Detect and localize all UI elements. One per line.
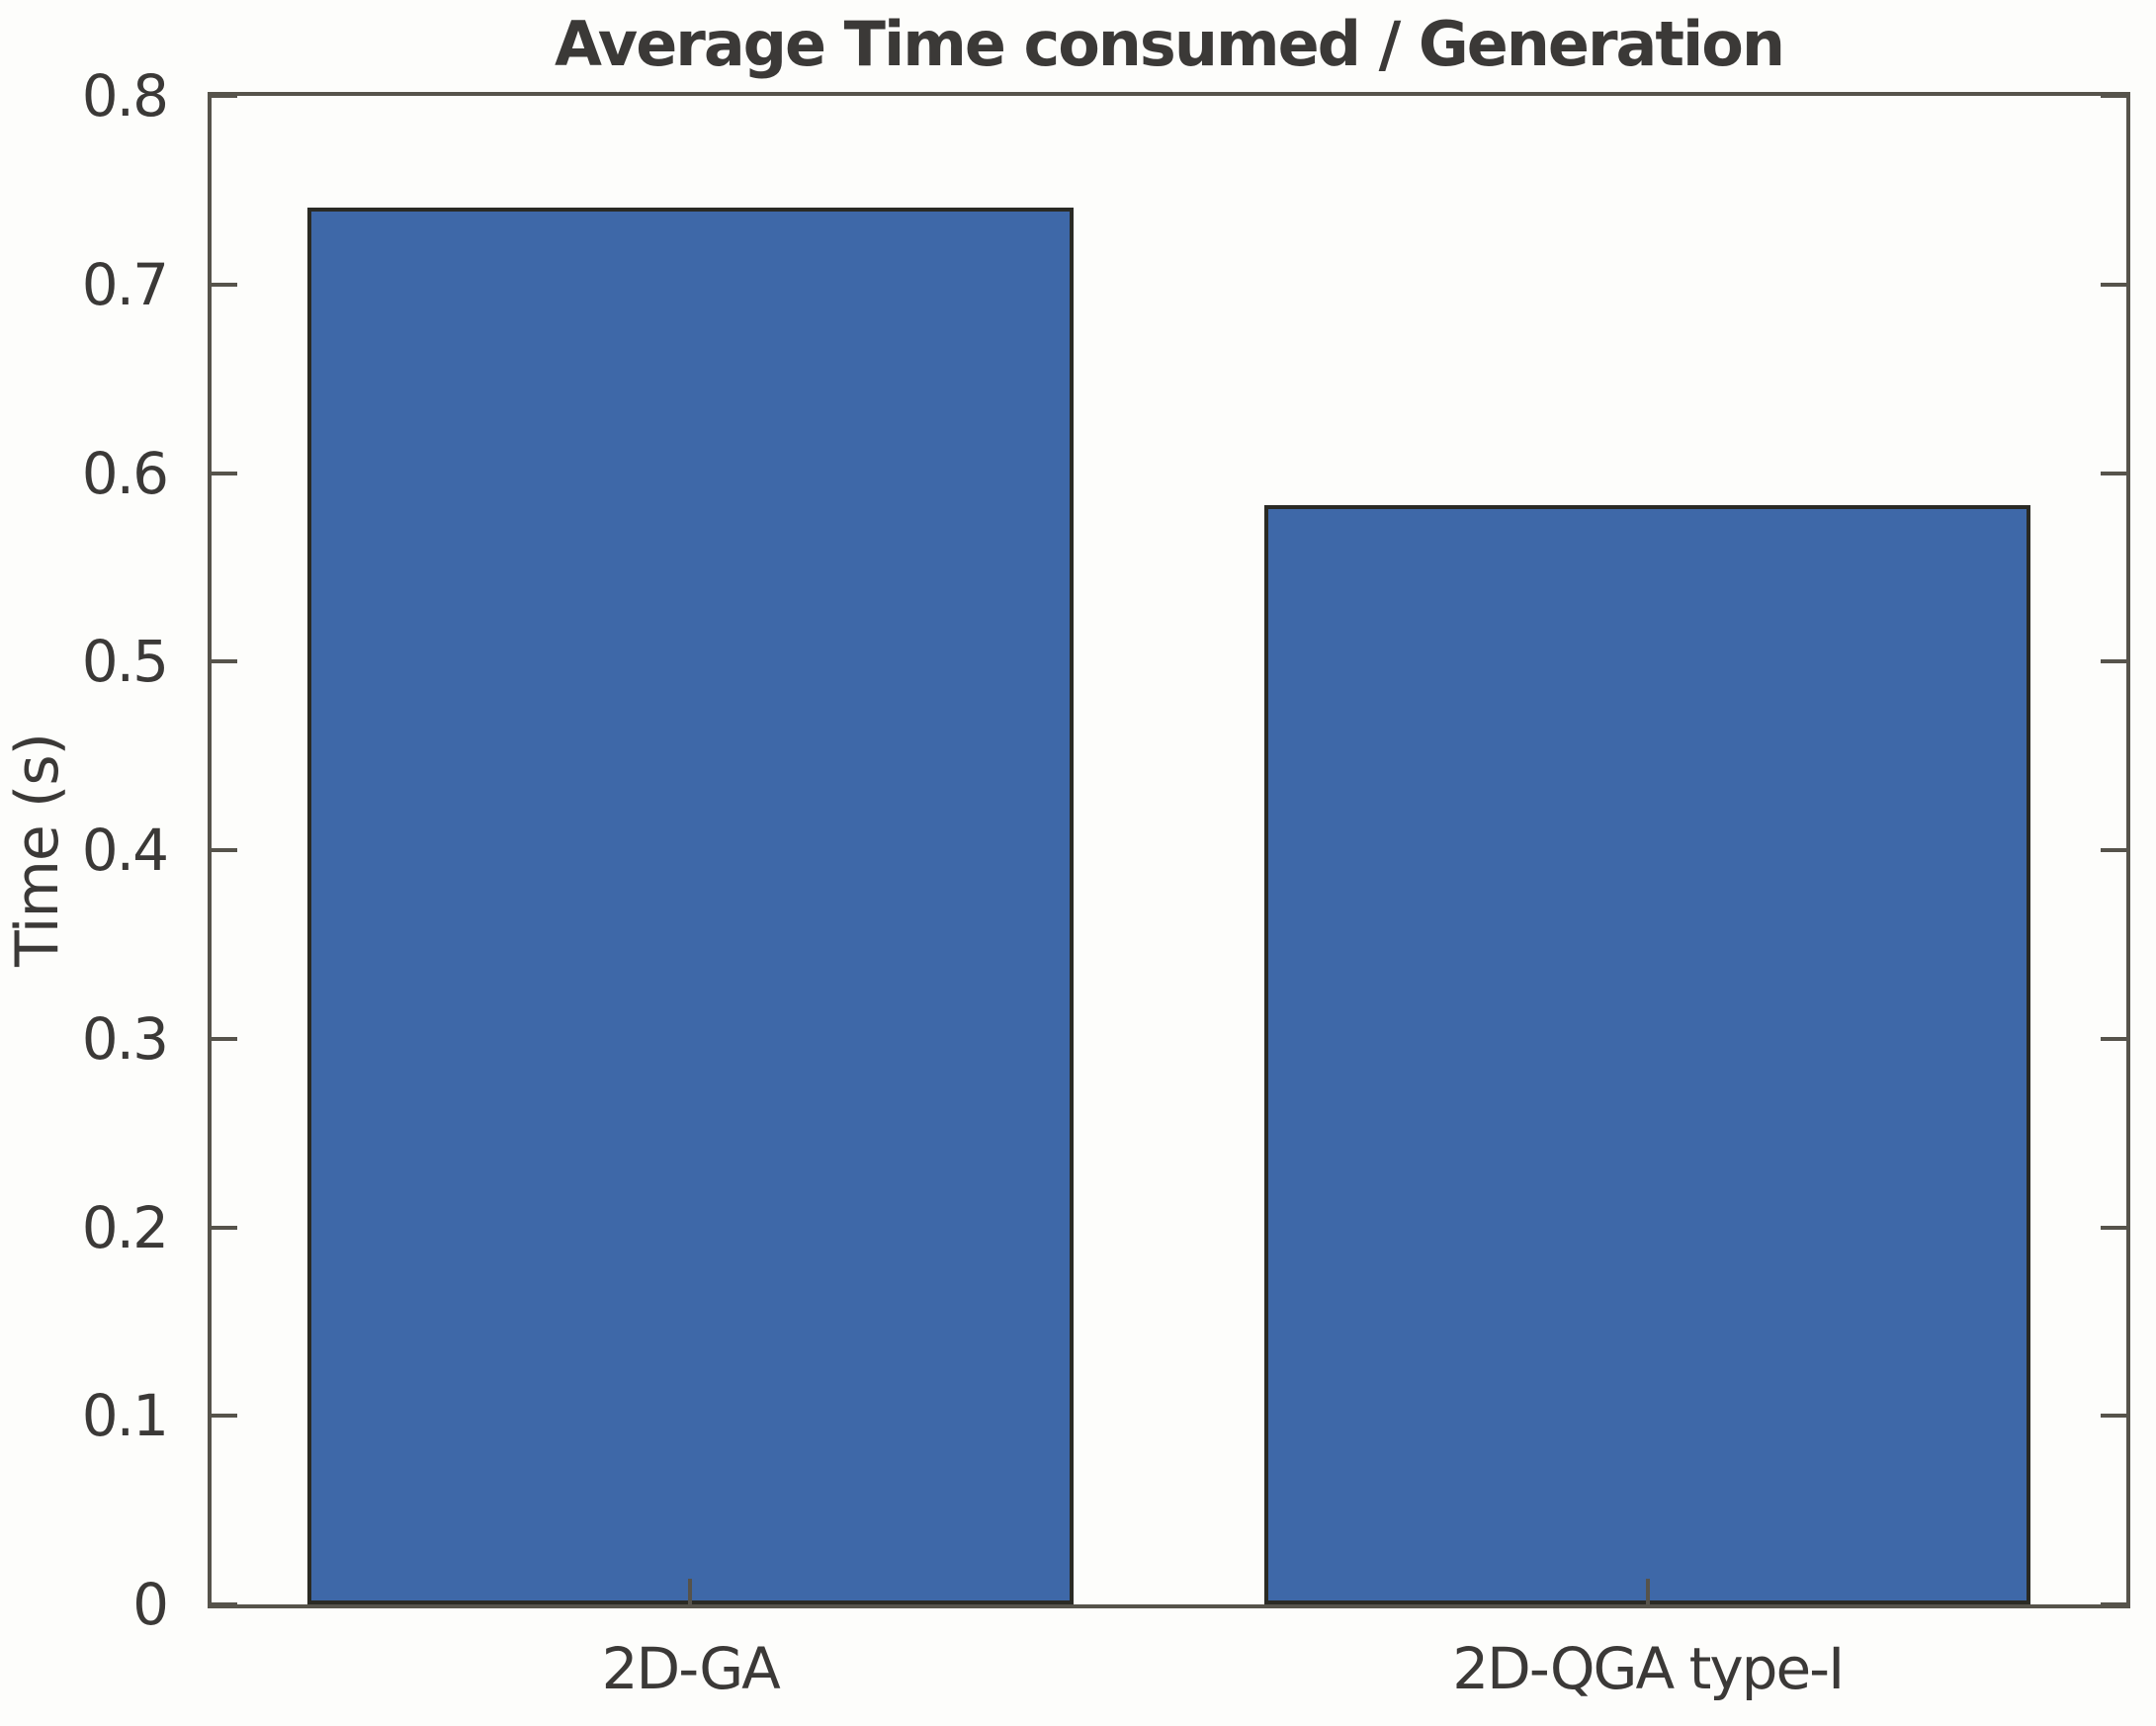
y-tick-label: 0.8 <box>81 62 169 129</box>
y-tick-label: 0.2 <box>81 1193 169 1261</box>
y-tick-label: 0.6 <box>81 439 169 507</box>
y-tick-mark-right <box>2101 471 2126 475</box>
y-tick-mark-left <box>212 1225 237 1230</box>
y-tick-label: 0.1 <box>81 1382 169 1450</box>
y-tick-mark-left <box>212 1602 237 1606</box>
y-tick-mark-left <box>212 1036 237 1041</box>
y-tick-mark-left <box>212 848 237 852</box>
y-tick-label: 0.7 <box>81 250 169 318</box>
y-tick-mark-right <box>2101 1602 2126 1606</box>
y-tick-mark-left <box>212 1414 237 1419</box>
y-tick-mark-right <box>2101 659 2126 664</box>
y-tick-label: 0 <box>132 1571 169 1638</box>
y-tick-label: 0.5 <box>81 628 169 696</box>
y-tick-mark-right <box>2101 282 2126 287</box>
y-tick-mark-left <box>212 282 237 287</box>
chart-title: Average Time consumed / Generation <box>555 8 1785 80</box>
y-tick-mark-left <box>212 94 237 98</box>
y-tick-mark-left <box>212 471 237 475</box>
x-tick-label: 2D-QGA type-I <box>1452 1635 1845 1702</box>
x-tick-mark <box>688 1579 693 1604</box>
x-tick-mark <box>1645 1579 1650 1604</box>
bar-1 <box>306 207 1074 1604</box>
bar-2 <box>1264 504 2031 1604</box>
y-tick-mark-right <box>2101 1414 2126 1419</box>
y-tick-label: 0.4 <box>81 817 169 884</box>
y-tick-mark-right <box>2101 1225 2126 1230</box>
plot-area: 0 0.1 0.2 0.3 0.4 0.5 0.6 0.7 0.8 2D-GA 2D-QGA typ… <box>82 62 2130 1702</box>
y-tick-label: 0.3 <box>81 1004 169 1073</box>
y-tick-mark-right <box>2101 94 2126 98</box>
y-tick-mark-left <box>212 659 237 664</box>
y-tick-mark-right <box>2101 848 2126 852</box>
y-tick-mark-right <box>2101 1036 2126 1041</box>
x-tick-label: 2D-GA <box>601 1635 781 1702</box>
